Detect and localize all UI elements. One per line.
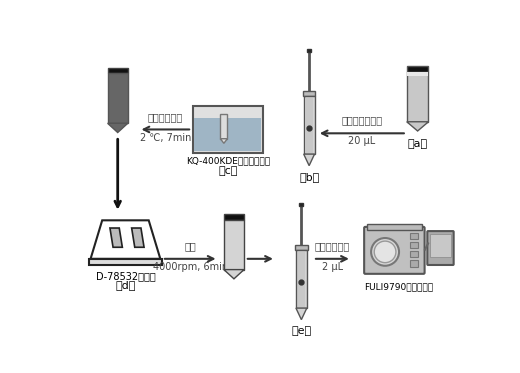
Text: 加入氯甲酸丁酯: 加入氯甲酸丁酯 (341, 116, 382, 126)
Bar (303, 91, 315, 96)
Bar (224, 214, 244, 220)
Polygon shape (296, 308, 307, 320)
Bar (307, 48, 311, 53)
Bar (194, 118, 261, 151)
Polygon shape (90, 220, 160, 259)
Bar (193, 106, 263, 153)
Bar (410, 233, 418, 239)
Text: 2 μL: 2 μL (322, 262, 343, 272)
Polygon shape (224, 270, 244, 279)
Text: 2 ℃, 7min: 2 ℃, 7min (140, 132, 191, 142)
Polygon shape (407, 122, 428, 131)
Text: D-78532离心机: D-78532离心机 (96, 271, 155, 281)
FancyBboxPatch shape (427, 231, 453, 265)
Polygon shape (304, 154, 315, 166)
Text: （d）: （d） (115, 280, 136, 290)
Text: 离心: 离心 (184, 241, 196, 251)
Polygon shape (132, 228, 144, 247)
Bar (296, 250, 307, 308)
Text: 气相色谱分析: 气相色谱分析 (315, 241, 350, 251)
Polygon shape (108, 123, 128, 132)
Text: （e）: （e） (291, 326, 311, 336)
Bar (407, 72, 428, 76)
Polygon shape (110, 228, 122, 247)
Text: （b）: （b） (299, 172, 319, 182)
Bar (108, 68, 128, 73)
Text: （a）: （a） (408, 139, 427, 149)
Bar (108, 73, 128, 123)
Text: 超声辅助乳化: 超声辅助乳化 (148, 112, 183, 122)
Bar (304, 96, 315, 154)
Bar (410, 260, 418, 267)
Bar (407, 72, 428, 122)
Text: KQ-400KDE超声波清洗器: KQ-400KDE超声波清洗器 (186, 156, 270, 165)
Text: 20 μL: 20 μL (348, 137, 375, 146)
Text: FULI9790气相色谱仪: FULI9790气相色谱仪 (363, 283, 433, 292)
FancyBboxPatch shape (364, 227, 425, 274)
Bar (367, 224, 422, 229)
Bar (89, 259, 162, 265)
Bar (431, 234, 450, 257)
Text: （c）: （c） (218, 166, 238, 176)
Bar (220, 114, 227, 139)
Bar (295, 245, 307, 250)
Bar (297, 252, 305, 307)
Bar (300, 203, 303, 207)
Polygon shape (220, 139, 227, 143)
Bar (410, 242, 418, 248)
Bar (410, 251, 418, 257)
Circle shape (371, 238, 399, 266)
Bar (305, 98, 313, 153)
Bar (224, 220, 244, 270)
Circle shape (374, 241, 396, 263)
Text: 4000rpm, 6min: 4000rpm, 6min (152, 262, 228, 272)
Bar (407, 66, 428, 72)
